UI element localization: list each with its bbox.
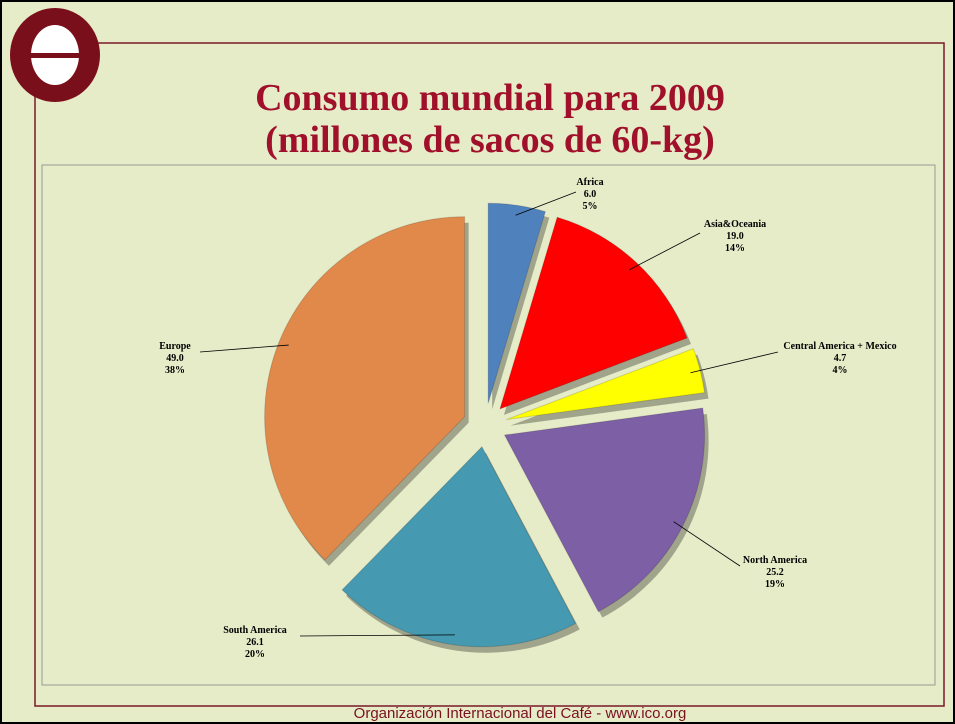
data-label: Central America + Mexico	[783, 341, 896, 352]
data-label: 20%	[245, 649, 265, 660]
slice	[499, 216, 688, 410]
leader-line	[299, 634, 455, 637]
data-label: 19.0	[726, 231, 744, 242]
data-label: 49.0	[166, 353, 184, 364]
data-label: 25.2	[766, 567, 784, 578]
title-line: (millones de sacos de 60-kg)	[265, 119, 715, 161]
data-label: 6.0	[584, 189, 597, 200]
data-label: North America	[743, 555, 807, 566]
leader-line	[515, 191, 577, 216]
slice	[341, 445, 577, 648]
data-label: Asia&Oceania	[704, 219, 766, 230]
data-label: 4%	[833, 365, 848, 376]
leader-line	[629, 232, 701, 271]
data-label: 5%	[583, 201, 598, 212]
data-label: 38%	[165, 365, 185, 376]
slice	[487, 202, 546, 404]
leader-line	[199, 344, 289, 353]
data-label: Europe	[159, 341, 191, 352]
title-line: Consumo mundial para 2009	[255, 77, 725, 119]
data-label: 4.7	[834, 353, 847, 364]
data-label: South America	[223, 625, 287, 636]
data-label: Africa	[576, 177, 603, 188]
logo	[10, 8, 100, 102]
leader-line	[690, 351, 779, 374]
footer: Organización Internacional del Café - ww…	[354, 705, 687, 722]
data-label: 14%	[725, 243, 745, 254]
leader-line	[673, 521, 741, 567]
slide-frame	[34, 42, 945, 707]
data-label: 26.1	[246, 637, 264, 648]
slice	[264, 216, 466, 561]
slice	[503, 407, 706, 613]
data-label: 19%	[765, 579, 785, 590]
